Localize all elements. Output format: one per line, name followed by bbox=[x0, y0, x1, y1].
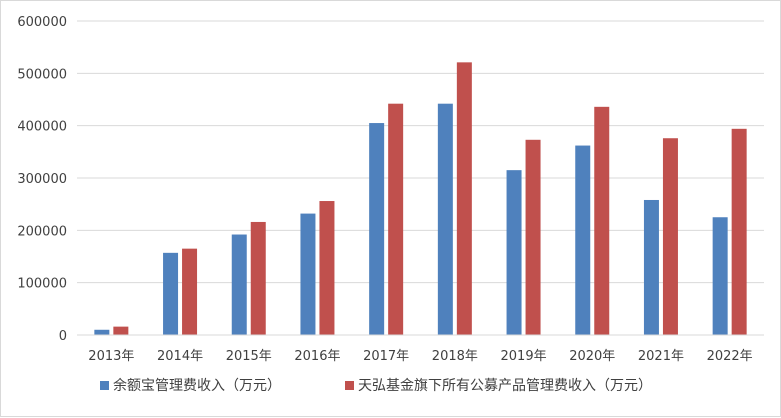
x-tick-label: 2016年 bbox=[294, 349, 340, 364]
bar-series-2-2015年 bbox=[250, 221, 266, 335]
y-tick-label: 600000 bbox=[17, 15, 67, 30]
legend: 余额宝管理费收入（万元） 天弘基金旗下所有公募产品管理费收入（万元） bbox=[100, 377, 652, 394]
bar-series-2-2018年 bbox=[456, 62, 472, 336]
x-tick-label: 2013年 bbox=[88, 349, 134, 364]
bar-series-2-2017年 bbox=[388, 103, 404, 335]
bar-series-2-2013年 bbox=[113, 326, 129, 335]
bar-series-2-2022年 bbox=[731, 128, 747, 335]
bar-series-2-2021年 bbox=[662, 138, 678, 335]
x-tick-label: 2015年 bbox=[226, 349, 272, 364]
y-tick-label: 200000 bbox=[17, 224, 67, 239]
bar-series-2-2019年 bbox=[525, 139, 541, 335]
x-tick-label: 2014年 bbox=[157, 349, 203, 364]
legend-swatch-1 bbox=[100, 381, 109, 390]
bar-series-1-2014年 bbox=[163, 252, 179, 335]
bar-series-1-2020年 bbox=[575, 145, 591, 335]
x-tick-label: 2017年 bbox=[363, 349, 409, 364]
x-tick-label: 2022年 bbox=[707, 349, 753, 364]
y-tick-label: 400000 bbox=[17, 120, 67, 135]
x-tick-label: 2018年 bbox=[432, 349, 478, 364]
y-axis-tick-labels: 0 100000 200000 300000 400000 500000 600000 bbox=[17, 15, 67, 344]
bar-series-2-2016年 bbox=[319, 201, 335, 335]
legend-label-2: 天弘基金旗下所有公募产品管理费收入（万元） bbox=[358, 377, 652, 394]
bars bbox=[94, 62, 747, 336]
bar-series-1-2016年 bbox=[300, 213, 316, 335]
gridlines bbox=[77, 20, 764, 284]
bar-series-1-2019年 bbox=[506, 170, 522, 335]
bar-series-1-2017年 bbox=[369, 123, 385, 335]
y-tick-label: 300000 bbox=[17, 172, 67, 187]
bar-series-1-2018年 bbox=[437, 103, 453, 335]
legend-label-1: 余额宝管理费收入（万元） bbox=[113, 377, 281, 394]
y-tick-label: 0 bbox=[59, 329, 67, 344]
y-tick-label: 100000 bbox=[17, 277, 67, 292]
x-tick-label: 2019年 bbox=[501, 349, 547, 364]
bar-series-2-2020年 bbox=[594, 106, 610, 336]
bar-series-1-2015年 bbox=[231, 234, 247, 335]
bar-series-1-2021年 bbox=[643, 199, 659, 335]
bar-series-1-2013年 bbox=[94, 329, 110, 335]
bar-series-1-2022年 bbox=[712, 217, 728, 335]
legend-swatch-2 bbox=[345, 381, 354, 390]
x-tick-label: 2021年 bbox=[638, 349, 684, 364]
y-tick-label: 500000 bbox=[17, 67, 67, 82]
x-tick-label: 2020年 bbox=[569, 349, 615, 364]
x-axis-tick-labels: 2013年 2014年 2015年 2016年 2017年 2018年 2019年 2020年… bbox=[88, 349, 752, 364]
bar-series-2-2014年 bbox=[182, 248, 198, 335]
